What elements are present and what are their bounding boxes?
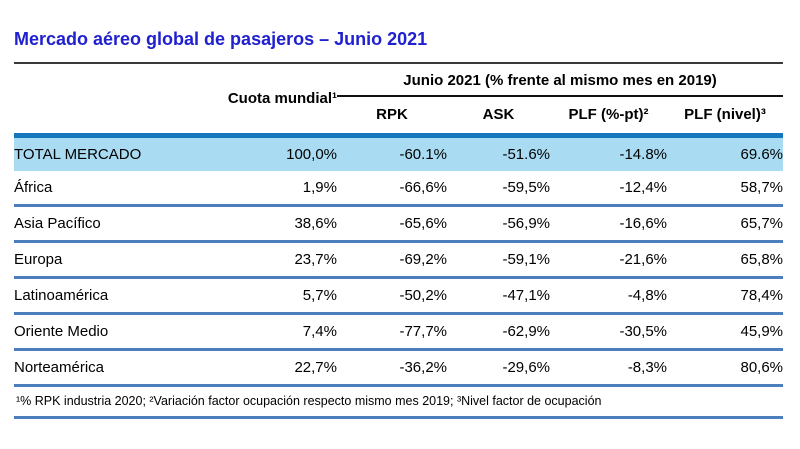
table-body: TOTAL MERCADO 100,0% -60.1% -51.6% -14.8… — [14, 135, 784, 386]
ask-cell: -47,1% — [502, 287, 550, 304]
col-header-ask: ASK — [482, 106, 515, 123]
region-cell: Asia Pacífico — [14, 215, 101, 232]
ask-cell: -56,9% — [502, 215, 550, 232]
rpk-cell: -69,2% — [399, 251, 447, 268]
cuota-mundial-cell: 1,9% — [302, 179, 337, 196]
plf-nivel-cell: 78,4% — [740, 287, 784, 304]
table-row-africa: África 1,9% -66,6% -59,5% -12,4% 58,7% — [14, 171, 784, 206]
plf-pt-cell: -16,6% — [619, 215, 667, 232]
table-row-asia-pacifico: Asia Pacífico 38,6% -65,6% -56,9% -16,6%… — [14, 206, 784, 242]
col-header-plf-pt: PLF (%-pt)² — [568, 106, 649, 123]
ask-cell: -29,6% — [502, 359, 550, 376]
page-title: Mercado aéreo global de pasajeros – Juni… — [14, 29, 428, 49]
table-header: Cuota mundial¹ Junio 2021 (% frente al m… — [14, 63, 784, 136]
plf-pt-cell: -21,6% — [619, 251, 667, 268]
cuota-mundial-cell: 7,4% — [302, 323, 337, 340]
table-footnote: ¹% RPK industria 2020; ²Variación factor… — [14, 385, 784, 419]
plf-nivel-cell: 58,7% — [740, 179, 784, 196]
rpk-cell: -50,2% — [399, 287, 447, 304]
table-footer: ¹% RPK industria 2020; ²Variación factor… — [14, 385, 784, 419]
region-cell: Latinoamérica — [14, 287, 109, 304]
ask-cell: -59,5% — [502, 179, 550, 196]
cuota-mundial-cell: 23,7% — [294, 251, 337, 268]
footnote-row: ¹% RPK industria 2020; ²Variación factor… — [14, 385, 784, 419]
table-row-oriente-medio: Oriente Medio 7,4% -77,7% -62,9% -30,5% … — [14, 314, 784, 350]
region-cell: Oriente Medio — [14, 323, 109, 340]
table-row-latinoamerica: Latinoamérica 5,7% -50,2% -47,1% -4,8% 7… — [14, 278, 784, 314]
plf-nivel-cell: 45,9% — [740, 323, 784, 340]
region-cell: TOTAL MERCADO — [14, 146, 142, 163]
plf-pt-cell: -12,4% — [619, 179, 667, 196]
plf-pt-cell: -4,8% — [627, 287, 667, 304]
col-header-plf-nivel: PLF (nivel)³ — [684, 106, 766, 123]
rpk-cell: -65,6% — [399, 215, 447, 232]
plf-nivel-cell: 80,6% — [740, 359, 784, 376]
rpk-cell: -60.1% — [399, 146, 447, 163]
passenger-market-table: Cuota mundial¹ Junio 2021 (% frente al m… — [14, 62, 784, 419]
cuota-mundial-cell: 5,7% — [302, 287, 337, 304]
plf-nivel-cell: 65,7% — [740, 215, 784, 232]
cuota-mundial-cell: 100,0% — [286, 146, 337, 163]
plf-nivel-cell: 69.6% — [740, 146, 784, 163]
region-cell: África — [14, 179, 53, 196]
cuota-mundial-cell: 22,7% — [294, 359, 337, 376]
rpk-cell: -66,6% — [399, 179, 447, 196]
cuota-mundial-cell: 38,6% — [294, 215, 337, 232]
report-page: Mercado aéreo global de pasajeros – Juni… — [14, 29, 784, 419]
plf-pt-cell: -14.8% — [619, 146, 667, 163]
table-row-total-mercado: TOTAL MERCADO 100,0% -60.1% -51.6% -14.8… — [14, 135, 784, 171]
ask-cell: -59,1% — [502, 251, 550, 268]
table-row-norteamerica: Norteamérica 22,7% -36,2% -29,6% -8,3% 8… — [14, 350, 784, 386]
table-row-europa: Europa 23,7% -69,2% -59,1% -21,6% 65,8% — [14, 242, 784, 278]
region-cell: Norteamérica — [14, 359, 105, 376]
plf-pt-cell: -30,5% — [619, 323, 667, 340]
col-group-header-junio-2021: Junio 2021 (% frente al mismo mes en 201… — [337, 63, 784, 97]
col-header-rpk: RPK — [376, 106, 408, 123]
region-cell: Europa — [14, 251, 63, 268]
rpk-cell: -36,2% — [399, 359, 447, 376]
col-header-cuota-mundial: Cuota mundial¹ — [227, 90, 337, 107]
header-empty-cell — [14, 63, 200, 136]
rpk-cell: -77,7% — [399, 323, 447, 340]
plf-pt-cell: -8,3% — [627, 359, 667, 376]
ask-cell: -51.6% — [502, 146, 550, 163]
ask-cell: -62,9% — [502, 323, 550, 340]
plf-nivel-cell: 65,8% — [740, 251, 784, 268]
